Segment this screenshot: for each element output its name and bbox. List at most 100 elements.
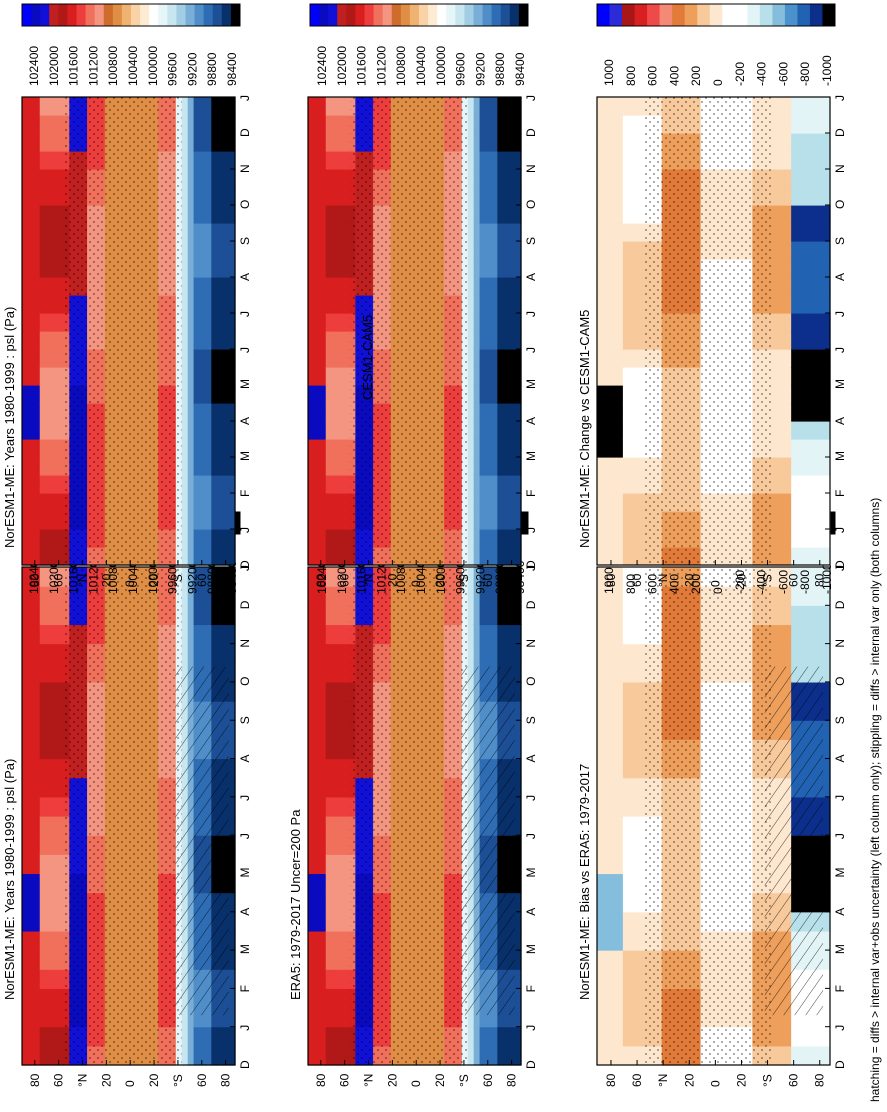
field-cell — [313, 547, 321, 566]
colorbar-swatch — [437, 4, 447, 26]
colorbar-swatch — [103, 4, 114, 26]
field-cell — [343, 259, 351, 278]
field-cell — [313, 421, 321, 440]
field-cell — [57, 151, 65, 170]
field-cell — [509, 241, 516, 260]
field-cell — [509, 643, 516, 664]
field-cell — [509, 493, 516, 512]
field-cell — [223, 277, 230, 296]
field-cell — [497, 367, 504, 386]
field-cell — [229, 1026, 236, 1047]
field-cell — [308, 403, 315, 422]
field-cell — [205, 241, 212, 260]
field-cell — [491, 97, 498, 116]
field-cell — [515, 295, 522, 314]
field-cell — [33, 988, 41, 1009]
field-cell — [485, 1007, 493, 1028]
field-cell — [337, 624, 345, 645]
field-cell — [331, 681, 339, 702]
field-cell — [313, 313, 321, 332]
field-cell — [229, 835, 236, 855]
field-cell — [479, 624, 487, 645]
field-cell — [27, 605, 35, 626]
field-cell — [491, 277, 498, 296]
field-cell — [515, 223, 522, 242]
field-cell — [205, 457, 212, 476]
lat-tick-label: 80 — [314, 573, 328, 587]
field-cell — [503, 277, 510, 296]
field-cell — [509, 567, 516, 587]
lat-tick-label: 80 — [219, 573, 233, 587]
field-cell — [491, 493, 498, 512]
field-cell — [57, 277, 65, 296]
field-cell — [22, 567, 29, 587]
field-cell — [485, 151, 493, 170]
field-cell — [325, 457, 333, 476]
field-cell — [319, 567, 327, 587]
field-cell — [635, 835, 643, 855]
field-cell — [308, 313, 315, 332]
field-cell — [22, 1007, 29, 1028]
field-cell — [39, 313, 47, 332]
field-cell — [622, 892, 630, 913]
field-cell — [229, 295, 236, 314]
field-cell — [331, 854, 339, 875]
field-cell — [603, 1026, 611, 1047]
field-cell — [343, 969, 351, 989]
field-cell — [509, 457, 516, 476]
field-cell — [193, 586, 201, 606]
month-tick-label: S — [238, 716, 252, 724]
field-cell — [193, 493, 201, 512]
field-cell — [491, 457, 498, 476]
field-cell — [22, 367, 29, 386]
field-cell — [229, 739, 236, 760]
field-cell — [313, 367, 321, 386]
field-cell — [473, 169, 481, 188]
month-tick-label: J — [238, 311, 252, 317]
field-cell — [325, 892, 333, 913]
field-cell — [479, 259, 487, 278]
field-cell — [331, 493, 339, 512]
field-cell — [45, 223, 53, 242]
field-cell — [491, 169, 498, 188]
field-cell — [22, 988, 29, 1009]
field-cell — [609, 586, 618, 606]
field-cell — [635, 567, 643, 587]
field-cell — [39, 567, 47, 587]
colorbar-swatch — [85, 4, 96, 26]
hatching — [461, 666, 515, 1016]
field-cell — [622, 988, 630, 1009]
field-cell — [217, 241, 224, 260]
field-cell — [199, 529, 207, 548]
colorbar-label: 98800 — [493, 560, 507, 594]
field-cell — [27, 739, 35, 760]
field-cell — [325, 133, 333, 152]
field-cell — [223, 385, 230, 404]
field-cell — [39, 547, 47, 566]
field-cell — [39, 643, 47, 664]
field-cell — [503, 586, 510, 606]
field-cell — [308, 529, 315, 548]
field-cell — [473, 403, 481, 422]
field-cell — [33, 816, 41, 836]
field-cell — [319, 511, 327, 530]
field-cell — [616, 662, 624, 683]
field-cell — [771, 1026, 779, 1047]
field-cell — [229, 169, 236, 188]
lat-tick-label: 60 — [195, 573, 209, 587]
month-tick-label: J — [524, 347, 538, 353]
field-cell — [229, 511, 236, 530]
colorbar-swatch — [121, 4, 132, 26]
field-cell — [313, 241, 321, 260]
field-cell — [491, 313, 498, 332]
field-cell — [629, 950, 637, 970]
field-cell — [609, 1045, 618, 1066]
field-cell — [337, 367, 345, 386]
field-cell — [509, 624, 516, 645]
field-cell — [629, 643, 637, 664]
field-cell — [622, 816, 630, 836]
field-cell — [515, 911, 522, 932]
field-cell — [771, 567, 779, 587]
field-cell — [51, 295, 59, 314]
field-cell — [319, 777, 327, 798]
